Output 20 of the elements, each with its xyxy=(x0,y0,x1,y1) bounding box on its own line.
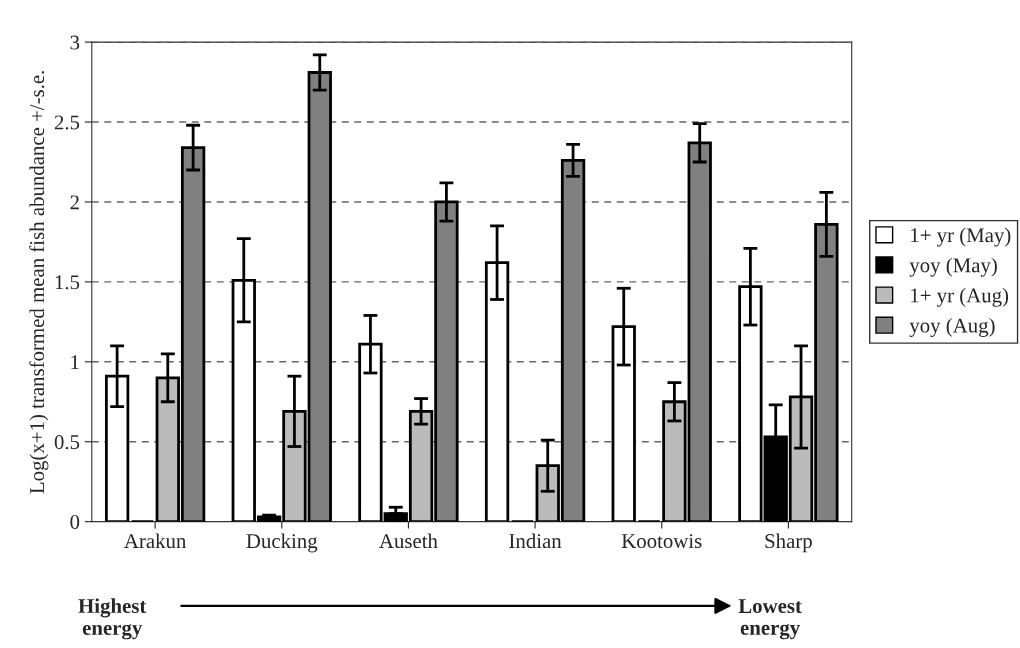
y-tick-label: 0 xyxy=(70,515,80,530)
x-tick-label: Arakun xyxy=(124,533,187,549)
text: Highest energy xyxy=(78,598,147,640)
legend-label: yoy (Aug) xyxy=(909,317,995,337)
x-tick-label: Auseth xyxy=(379,533,438,549)
text: Lowest energy xyxy=(738,599,802,640)
x-tick-label: Ducking xyxy=(246,533,318,553)
legend-label: 1+ yr (Aug) xyxy=(911,287,1009,307)
y-tick-label: 0.5 xyxy=(54,435,80,450)
y-tick-label: 1.5 xyxy=(55,275,80,290)
legend-label: yoy (May) xyxy=(909,257,997,277)
x-tick-label: Kootowis xyxy=(621,534,702,549)
y-axis-title: Log(x+1) transformed mean fish abundance +/-s.e. xyxy=(29,71,49,494)
y-tick-label: 3 xyxy=(70,35,80,50)
legend-label: 1+ yr (May) xyxy=(911,227,1011,247)
y-tick-label: 2 xyxy=(70,195,79,210)
y-tick-label: 2.5 xyxy=(54,115,80,130)
x-tick-label: Indian xyxy=(509,533,562,549)
x-tick-label: Sharp xyxy=(765,533,812,553)
y-tick-label: 1 xyxy=(71,355,79,370)
